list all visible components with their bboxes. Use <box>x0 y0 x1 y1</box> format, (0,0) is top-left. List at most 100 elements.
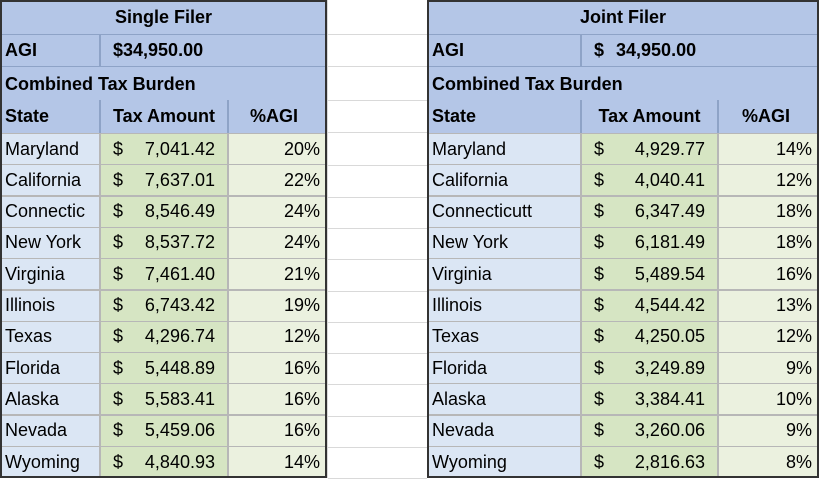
tax-amount: 4,544.42 <box>634 295 705 315</box>
percent-cell: 14% <box>718 133 819 165</box>
currency-symbol: $ <box>594 232 605 253</box>
percent-cell: 8% <box>718 446 819 478</box>
amount-cell: $6,181.49 <box>581 226 718 259</box>
state-cell: Alaska <box>0 383 100 416</box>
percent-cell: 13% <box>718 289 819 322</box>
tax-amount: 4,296.74 <box>144 326 215 347</box>
tax-amount: 6,347.49 <box>634 201 705 222</box>
percent-cell: 14% <box>228 446 327 478</box>
state-name: Maryland <box>432 138 507 159</box>
tax-amount: 6,181.49 <box>634 232 705 253</box>
amount-cell: $8,537.72 <box>100 226 228 259</box>
amount-cell: $3,260.06 <box>581 414 718 447</box>
agi-label-cell: AGI <box>0 34 100 67</box>
gridline <box>328 259 427 261</box>
section-title: Combined Tax Burden <box>5 73 196 94</box>
gridline <box>328 132 427 133</box>
percent-cell: 20% <box>228 133 327 165</box>
percent-cell: 12% <box>718 320 819 353</box>
gridline <box>328 34 427 35</box>
gridline <box>327 0 328 478</box>
percent-cell: 16% <box>228 414 327 447</box>
state-name: Connectic <box>5 201 86 222</box>
percent-agi: 20% <box>283 138 320 159</box>
header-text: %AGI <box>249 106 298 126</box>
state-name: Wyoming <box>432 451 507 472</box>
amount-cell: $7,041.42 <box>100 133 228 165</box>
currency-symbol: $ <box>113 263 124 284</box>
tax-amount: 2,816.63 <box>634 451 705 472</box>
amount-cell: $5,489.54 <box>581 258 718 291</box>
percent-agi: 12% <box>775 169 812 190</box>
currency-symbol: $ <box>594 169 605 190</box>
state-cell: Florida <box>427 352 581 385</box>
state-name: Virginia <box>432 263 492 284</box>
tax-amount: 5,459.06 <box>144 420 215 441</box>
percent-agi: 9% <box>785 357 812 378</box>
agi-label-cell: AGI <box>427 34 581 67</box>
state-name: Illinois <box>432 295 483 315</box>
state-name: Florida <box>5 357 61 378</box>
tax-amount: 3,260.06 <box>634 420 705 441</box>
agi-label: AGI <box>432 40 465 60</box>
state-name: California <box>432 169 509 190</box>
currency-symbol: $ <box>113 326 124 347</box>
column-header: Tax Amount <box>100 100 228 134</box>
currency-symbol: $ <box>113 40 124 60</box>
tax-amount: 4,929.77 <box>634 138 705 159</box>
state-name: Nevada <box>5 420 68 441</box>
gridline <box>328 196 427 198</box>
column-header: %AGI <box>228 100 327 134</box>
percent-cell: 16% <box>228 352 327 385</box>
state-name: Illinois <box>5 295 56 315</box>
percent-cell: 19% <box>228 289 327 322</box>
percent-agi: 14% <box>775 138 812 159</box>
tax-amount: 4,250.05 <box>634 326 705 347</box>
header-text: Tax Amount <box>113 106 215 126</box>
gridline <box>328 165 427 167</box>
state-cell: Texas <box>427 320 581 353</box>
state-cell: Florida <box>0 352 100 385</box>
tax-amount: 4,840.93 <box>144 451 215 472</box>
currency-symbol: $ <box>594 420 605 441</box>
amount-cell: $5,448.89 <box>100 352 228 385</box>
tax-amount: 7,461.40 <box>144 263 215 284</box>
state-cell: Nevada <box>0 414 100 447</box>
currency-symbol: $ <box>594 295 605 315</box>
amount-cell: $3,249.89 <box>581 352 718 385</box>
percent-agi: 8% <box>785 451 812 472</box>
percent-agi: 12% <box>283 326 320 347</box>
state-cell: Illinois <box>427 289 581 322</box>
percent-cell: 10% <box>718 383 819 416</box>
tax-amount: 7,041.42 <box>144 138 215 159</box>
percent-agi: 16% <box>283 357 320 378</box>
state-cell: California <box>427 164 581 197</box>
state-name: Texas <box>432 326 480 347</box>
gridline <box>328 66 427 67</box>
column-header: Tax Amount <box>581 100 718 134</box>
state-cell: Maryland <box>427 133 581 165</box>
percent-cell: 9% <box>718 414 819 447</box>
gridline <box>328 100 427 101</box>
state-name: Texas <box>5 326 53 347</box>
agi-value-cell: $34,950.00 <box>100 34 327 67</box>
state-name: New York <box>5 232 82 253</box>
agi-value-cell: $34,950.00 <box>581 34 819 67</box>
currency-symbol: $ <box>113 169 124 190</box>
table-title: Single Filer <box>0 0 327 35</box>
state-name: Virginia <box>5 263 65 284</box>
percent-agi: 18% <box>775 232 812 253</box>
percent-cell: 9% <box>718 352 819 385</box>
header-text: %AGI <box>741 106 790 126</box>
percent-cell: 16% <box>718 258 819 291</box>
percent-agi: 9% <box>785 420 812 441</box>
percent-agi: 10% <box>775 388 812 409</box>
percent-cell: 22% <box>228 164 327 197</box>
tax-amount: 3,249.89 <box>634 357 705 378</box>
percent-cell: 24% <box>228 226 327 259</box>
gridline <box>328 415 427 417</box>
currency-symbol: $ <box>113 388 124 409</box>
state-name: Nevada <box>432 420 495 441</box>
percent-cell: 18% <box>718 195 819 228</box>
tax-amount: 3,384.41 <box>634 388 705 409</box>
